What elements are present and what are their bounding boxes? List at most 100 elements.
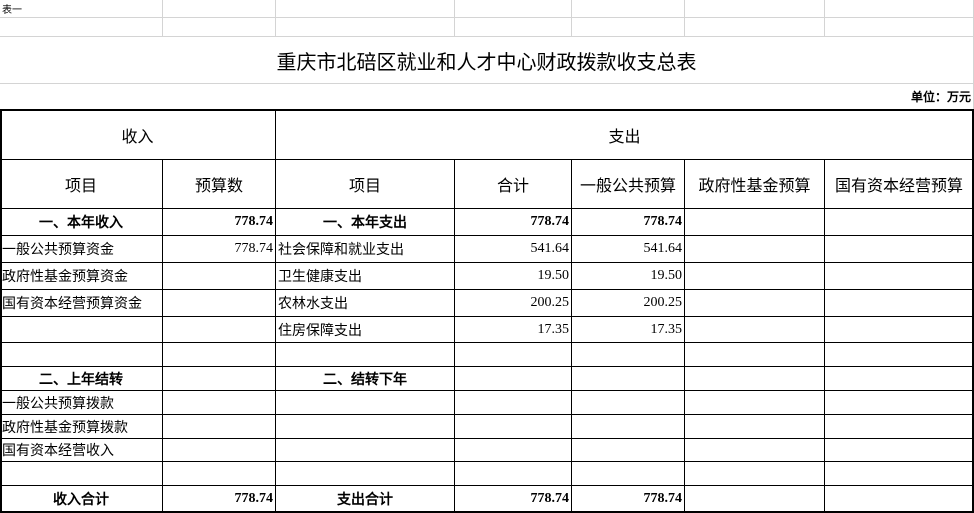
table-cell [455,439,572,462]
table-cell [685,343,825,367]
table-cell [276,391,455,415]
table-cell [685,367,825,391]
table-cell [685,415,825,439]
table-cell: 19.50 [572,263,685,290]
table-cell: 778.74 [455,209,572,236]
table-cell [276,343,455,367]
table-cell [685,486,825,513]
column-header: 项目 [0,160,163,209]
table-cell [825,236,974,263]
grid-cell [163,18,276,37]
table-cell [163,462,276,486]
title: 重庆市北碚区就业和人才中心财政拨款收支总表 [0,37,974,84]
table-cell [572,343,685,367]
table-cell [685,209,825,236]
table-cell [825,209,974,236]
grid-cell [276,18,455,37]
grid-cell [276,0,455,18]
grid-cell [0,18,163,37]
table-cell [825,439,974,462]
grid-cell [685,18,825,37]
column-header: 一般公共预算 [572,160,685,209]
table-cell: 17.35 [455,317,572,343]
table-cell [685,290,825,317]
table-cell [825,415,974,439]
table-cell [163,367,276,391]
table-cell [825,343,974,367]
table-cell: 541.64 [455,236,572,263]
group-header: 收入 [0,110,276,160]
table-cell [276,462,455,486]
table-cell [163,317,276,343]
table-cell [455,367,572,391]
table-cell [685,263,825,290]
table-cell [455,462,572,486]
table-cell [572,439,685,462]
table-cell: 778.74 [163,236,276,263]
table-cell [163,391,276,415]
table-cell [825,391,974,415]
grid-cell [572,18,685,37]
table-cell [685,236,825,263]
table-cell: 19.50 [455,263,572,290]
table-cell [685,462,825,486]
table-cell: 778.74 [572,486,685,513]
grid-cell [163,0,276,18]
table-cell: 农林水支出 [276,290,455,317]
table-cell: 778.74 [163,209,276,236]
table-cell: 国有资本经营预算资金 [0,290,163,317]
table-cell [0,343,163,367]
table-cell: 17.35 [572,317,685,343]
table-cell: 541.64 [572,236,685,263]
table-cell [276,415,455,439]
table-cell: 二、上年结转 [0,367,163,391]
table-cell: 778.74 [163,486,276,513]
table-cell [572,415,685,439]
table-cell [685,317,825,343]
table-cell: 国有资本经营收入 [0,439,163,462]
table-cell [455,343,572,367]
table-cell [276,439,455,462]
table-cell: 收入合计 [0,486,163,513]
table-cell [825,367,974,391]
column-header: 国有资本经营预算 [825,160,974,209]
table-cell: 政府性基金预算拨款 [0,415,163,439]
column-header: 合计 [455,160,572,209]
table-cell: 支出合计 [276,486,455,513]
table-cell [163,263,276,290]
table-cell: 一、本年收入 [0,209,163,236]
table-cell: 778.74 [572,209,685,236]
table-cell: 一般公共预算拨款 [0,391,163,415]
table-cell: 住房保障支出 [276,317,455,343]
grid-cell [455,0,572,18]
table-cell: 一、本年支出 [276,209,455,236]
table-cell [0,317,163,343]
table-cell [0,462,163,486]
table-cell [455,415,572,439]
grid-cell [685,0,825,18]
table-cell [685,391,825,415]
table-cell [455,391,572,415]
table-cell: 200.25 [572,290,685,317]
table-cell [163,290,276,317]
table-cell [825,263,974,290]
table-cell [825,486,974,513]
column-header: 预算数 [163,160,276,209]
table-cell [825,290,974,317]
table-cell [825,462,974,486]
column-header: 政府性基金预算 [685,160,825,209]
table-cell [163,439,276,462]
grid-cell [825,18,974,37]
table-cell: 二、结转下年 [276,367,455,391]
table-cell [572,367,685,391]
table-cell: 卫生健康支出 [276,263,455,290]
table-cell: 社会保障和就业支出 [276,236,455,263]
table-cell [825,317,974,343]
grid-cell [455,18,572,37]
group-header: 支出 [276,110,974,160]
table-cell [572,462,685,486]
grid-cell [572,0,685,18]
table-cell [163,415,276,439]
table-cell: 778.74 [455,486,572,513]
